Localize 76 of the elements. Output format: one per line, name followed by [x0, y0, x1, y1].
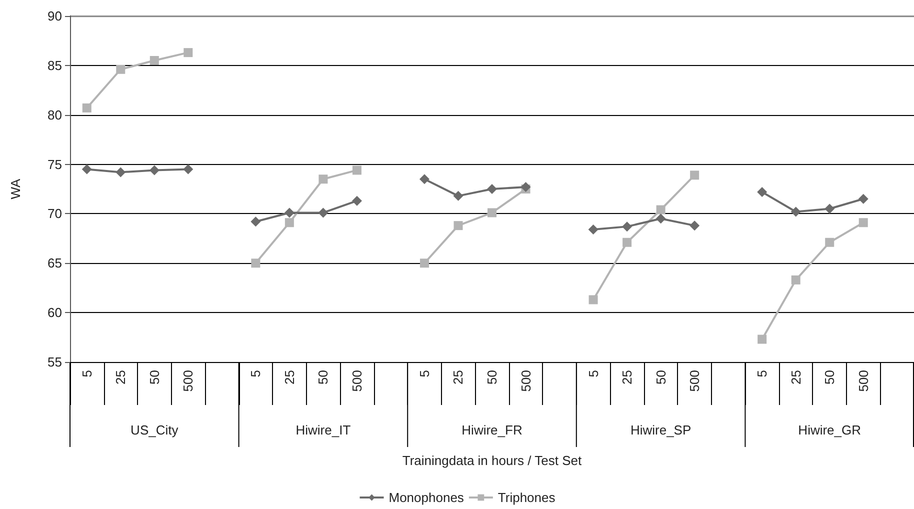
x-tick-label: 50	[484, 370, 500, 384]
point	[622, 222, 632, 232]
x-tick-label: 25	[620, 370, 635, 384]
x-tick-label: 500	[687, 370, 702, 392]
point	[419, 174, 430, 184]
x-axis-title: Trainingdata in hours / Test Set	[402, 453, 582, 468]
y-tick-label: 60	[48, 305, 62, 320]
x-tick-label: 500	[349, 370, 364, 392]
x-tick-label: 50	[653, 370, 668, 384]
y-tick-label: 85	[48, 58, 62, 73]
x-tick-label: 5	[754, 370, 770, 378]
x-tick-label: 500	[518, 370, 534, 392]
point	[352, 196, 362, 206]
x-tick-label: 50	[146, 370, 162, 384]
point	[757, 186, 768, 197]
point	[116, 167, 126, 178]
point	[858, 218, 868, 228]
text: Hiwire_GR	[798, 422, 862, 438]
x-tick-label: 5	[416, 370, 432, 378]
point	[790, 206, 801, 217]
point	[250, 216, 261, 227]
x-tick-label: 25	[282, 370, 297, 384]
point	[487, 184, 497, 194]
point	[656, 205, 666, 214]
y-tick-label: 65	[48, 256, 62, 271]
point	[284, 218, 294, 228]
point	[453, 190, 464, 201]
point	[488, 208, 496, 218]
x-tick-label: 5	[248, 370, 264, 378]
point	[825, 238, 834, 247]
point	[454, 221, 463, 230]
point	[656, 214, 666, 224]
point	[420, 258, 429, 268]
x-tick-label: 5	[79, 370, 94, 378]
point	[588, 295, 598, 304]
point	[824, 204, 835, 214]
point	[184, 48, 193, 58]
x-tick-label: 5	[586, 370, 601, 378]
text: Hiwire_SP	[630, 422, 692, 438]
point	[858, 194, 868, 204]
x-tick-label: 25	[113, 370, 128, 384]
point	[150, 56, 159, 65]
point	[690, 220, 700, 231]
point	[116, 64, 126, 74]
legend-label: Monophones	[388, 490, 464, 505]
legend-label: Triphones	[498, 490, 556, 505]
point	[690, 170, 700, 180]
y-tick-label: 70	[48, 206, 62, 222]
point	[352, 166, 362, 175]
point	[82, 164, 92, 174]
x-tick-label: 500	[856, 370, 871, 392]
point	[520, 182, 531, 192]
point	[149, 165, 160, 176]
y-tick-label: 90	[48, 8, 62, 24]
y-tick-label: 55	[48, 354, 62, 370]
y-tick-label: 75	[48, 156, 62, 172]
point	[284, 208, 294, 218]
point	[791, 275, 800, 284]
y-tick-label: 80	[48, 107, 62, 122]
point	[251, 258, 260, 268]
point	[318, 208, 328, 218]
y-axis-title: WA	[8, 178, 23, 200]
point	[318, 174, 328, 184]
text: Hiwire_IT	[296, 422, 351, 438]
x-tick-label: 50	[822, 370, 838, 384]
point	[183, 164, 194, 174]
point	[622, 238, 632, 247]
x-tick-label: 50	[316, 370, 331, 384]
point	[82, 103, 92, 112]
x-tick-label: 25	[450, 370, 466, 384]
x-tick-label: 500	[180, 370, 196, 392]
text: Hiwire_FR	[462, 422, 522, 438]
point	[758, 334, 767, 344]
x-tick-label: 25	[788, 370, 804, 384]
point	[588, 224, 598, 235]
text: US_City	[130, 422, 179, 438]
